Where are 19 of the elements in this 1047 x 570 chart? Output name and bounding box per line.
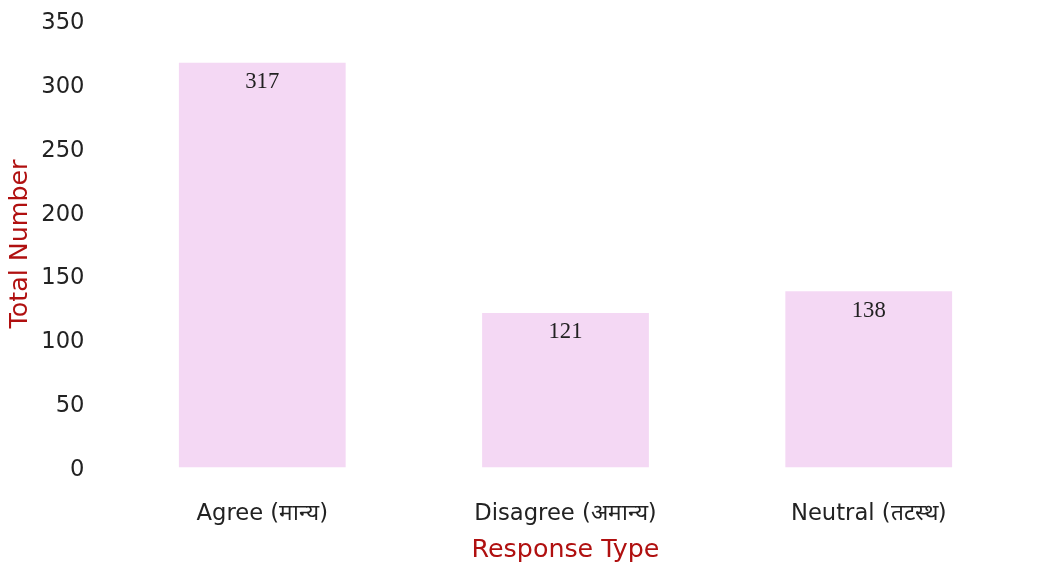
y-axis-title: Total Number — [3, 158, 34, 330]
y-tick-label: 250 — [41, 135, 85, 162]
y-tick-label: 0 — [70, 455, 85, 481]
y-tick-label: 200 — [41, 199, 85, 226]
y-tick-label: 100 — [41, 327, 85, 354]
x-tick-label: Agree (मान्य) — [196, 498, 329, 525]
bar — [178, 62, 346, 468]
y-tick-label: 350 — [41, 8, 85, 34]
data-label: 317 — [245, 68, 280, 94]
bar — [482, 312, 649, 468]
data-label: 138 — [851, 296, 886, 322]
x-axis-title: Response Type — [471, 532, 660, 563]
x-tick-label: Neutral (तटस्थ) — [790, 498, 947, 525]
bar — [785, 291, 953, 468]
y-tick-label: 150 — [41, 263, 85, 290]
data-label: 121 — [548, 318, 583, 344]
x-tick-label: Disagree (अमान्य) — [474, 498, 657, 525]
y-tick-label: 50 — [55, 391, 85, 418]
y-tick-label: 300 — [41, 71, 85, 98]
